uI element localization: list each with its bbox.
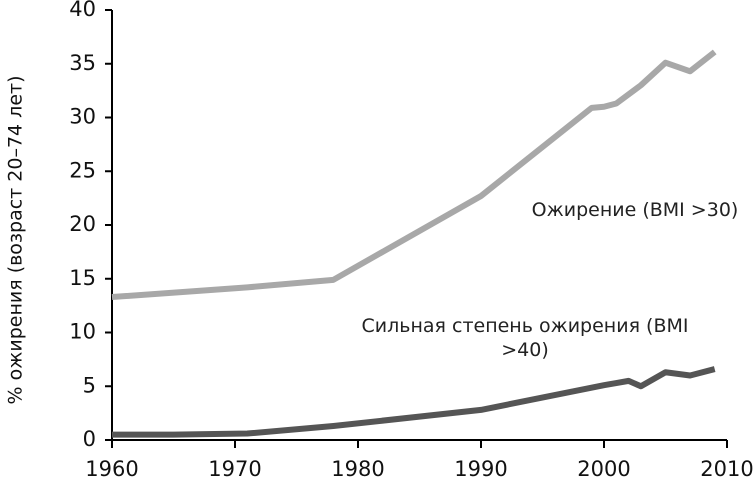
series-label: Сильная степень ожирения (BMI >40) [361,315,689,361]
y-tick-label: 5 [83,373,96,397]
series-label: Ожирение (BMI >30) [531,199,739,221]
y-tick-label: 35 [69,51,96,75]
y-tick-label: 40 [69,0,96,21]
y-tick-label: 15 [69,266,96,290]
x-tick-label: 1970 [208,457,261,481]
y-tick-label: 10 [69,320,96,344]
x-tick-label: 1960 [85,457,138,481]
y-axis-label: % ожирения (возраст 20–74 лет) [5,76,27,405]
y-tick-label: 25 [69,158,96,182]
x-tick-label: 2000 [577,457,630,481]
y-tick-label: 20 [69,212,96,236]
y-tick-label: 0 [83,427,96,451]
series-line [111,49,717,301]
x-tick-label: 1980 [331,457,384,481]
x-tick-label: 2010 [700,457,753,481]
x-tick-label: 1990 [454,457,507,481]
series-line [112,366,716,438]
y-tick-label: 30 [69,105,96,129]
